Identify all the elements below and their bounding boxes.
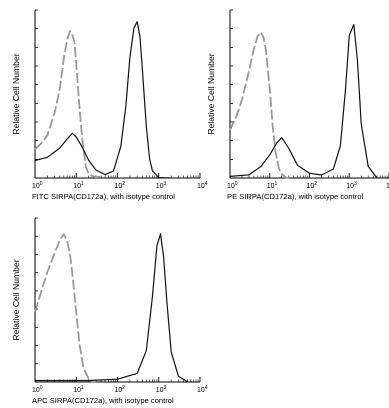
- x-tick-label: 102: [115, 385, 126, 394]
- x-tick-label: 101: [73, 385, 84, 394]
- x-tick-label: 101: [267, 181, 278, 190]
- x-tick-label: 103: [346, 181, 357, 190]
- sirpa-stained-histogram: [229, 23, 378, 179]
- x-tick-label: 103: [156, 181, 167, 190]
- x-tick-label: 102: [115, 181, 126, 190]
- y-axis-label: Relative Cell Number: [11, 53, 21, 134]
- x-axis-label: FITC SIRPA(CD172a), with isotype control: [32, 192, 175, 201]
- isotype-control-histogram: [34, 233, 96, 383]
- x-tick-label: 104: [197, 385, 208, 394]
- isotype-control-histogram: [34, 30, 102, 179]
- histogram-panel-2: 100 101 102 103 1 PE SIRPA(CD172a), with isot…: [206, 9, 389, 201]
- histogram-panel-3: 100 101 102 103 104 APC SIRPA(CD172a), with i…: [11, 217, 208, 405]
- y-axis-label: Relative Cell Number: [11, 259, 21, 340]
- x-tick-label: 1: [386, 183, 389, 190]
- x-tick-label: 100: [32, 385, 43, 394]
- x-tick-label: 100: [227, 181, 238, 190]
- x-tick-label: 103: [156, 385, 167, 394]
- isotype-control-histogram: [229, 31, 289, 179]
- x-tick-label: 102: [307, 181, 318, 190]
- x-tick-label: 104: [197, 181, 208, 190]
- x-tick-label: 100: [32, 181, 43, 190]
- sirpa-stained-histogram: [34, 21, 172, 179]
- sirpa-stained-histogram: [35, 233, 188, 383]
- histogram-panel-1: 100 101 102 103 104 FITC SIRPA(CD172a), with …: [11, 9, 208, 201]
- x-tick-label: 101: [73, 181, 84, 190]
- x-axis-label: PE SIRPA(CD172a), with isotype control: [227, 192, 363, 201]
- x-axis-label: APC SIRPA(CD172a), with isotype control: [32, 396, 174, 405]
- y-axis-label: Relative Cell Number: [206, 53, 216, 134]
